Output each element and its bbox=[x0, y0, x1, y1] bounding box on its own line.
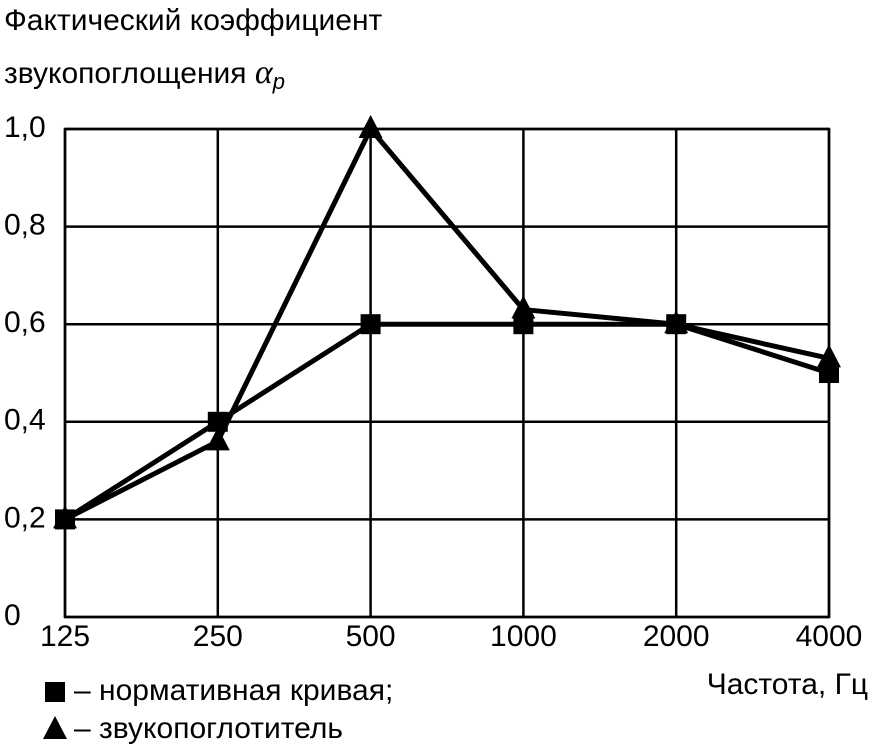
legend-label: – нормативная кривая; bbox=[74, 674, 393, 707]
triangle-marker bbox=[511, 295, 536, 319]
square-marker bbox=[819, 363, 839, 383]
x-tick-label: 1000 bbox=[490, 620, 557, 653]
x-tick-label: 250 bbox=[193, 620, 243, 653]
y-tick-label: 0,6 bbox=[4, 306, 46, 339]
triangle-marker bbox=[358, 115, 383, 138]
title-line: звукопоглощения αp bbox=[4, 54, 285, 94]
x-tick-label: 125 bbox=[40, 620, 90, 653]
y-tick-label: 0,4 bbox=[4, 404, 46, 437]
plot-frame bbox=[63, 127, 831, 619]
title-line: Фактический коэффициент bbox=[4, 4, 383, 37]
triangle-marker bbox=[53, 505, 77, 529]
triangle-marker bbox=[43, 716, 67, 739]
triangle-marker bbox=[205, 427, 230, 451]
title-subscript: p bbox=[272, 69, 285, 94]
square-marker bbox=[45, 682, 65, 702]
y-tick-label: 0,2 bbox=[4, 501, 46, 534]
title-text: звукопоглощения bbox=[4, 57, 247, 90]
x-tick-label: 4000 bbox=[796, 620, 863, 653]
legend-label: – звукопоглотитель bbox=[74, 712, 343, 745]
square-marker bbox=[207, 411, 228, 432]
title-symbol: α bbox=[255, 54, 274, 91]
x-axis-label: Частота, Гц bbox=[707, 668, 868, 701]
triangle-marker bbox=[664, 310, 689, 334]
triangle-marker bbox=[817, 344, 841, 368]
square-marker bbox=[360, 314, 381, 335]
y-tick-label: 0 bbox=[4, 599, 21, 632]
square-marker bbox=[513, 314, 534, 335]
x-tick-label: 500 bbox=[346, 620, 396, 653]
y-tick-label: 0,8 bbox=[4, 209, 46, 242]
series-line bbox=[63, 126, 830, 522]
y-tick-label: 1,0 bbox=[4, 111, 46, 144]
x-tick-label: 2000 bbox=[643, 620, 710, 653]
